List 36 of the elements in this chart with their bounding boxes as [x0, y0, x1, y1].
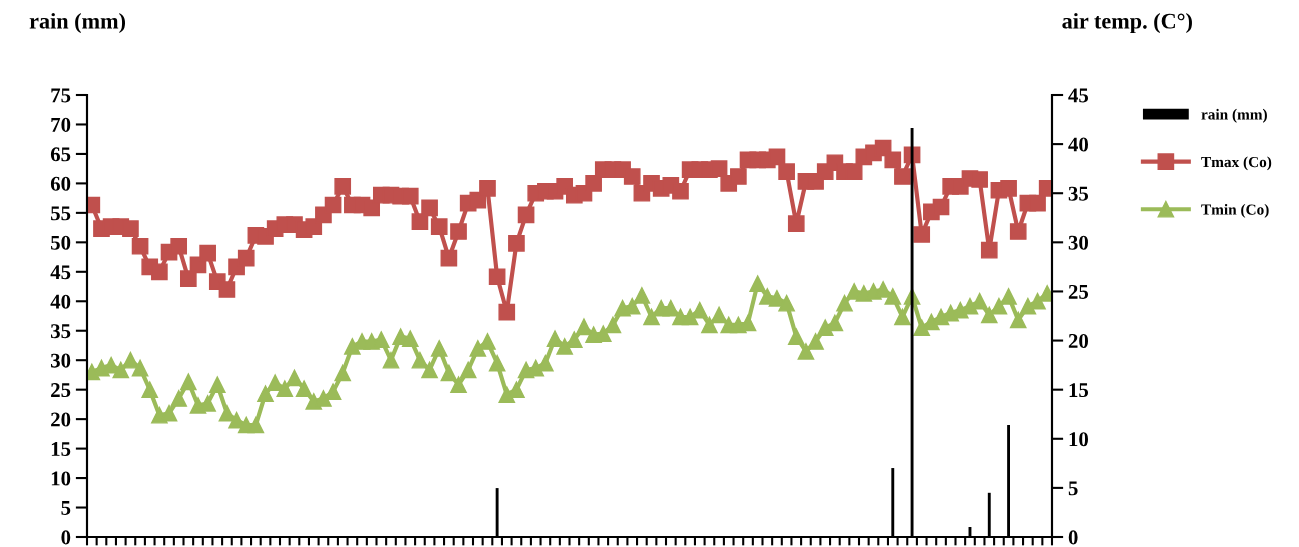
- y2-tick-label: 25: [1068, 284, 1089, 299]
- y-tick-label: 30: [50, 353, 71, 368]
- y-tick-label: 35: [50, 324, 71, 339]
- y-tick-label: 50: [51, 235, 71, 250]
- y-tick-label: 45: [50, 265, 71, 280]
- y-tick-label: 20: [51, 412, 71, 427]
- y2-tick-label: 15: [1069, 383, 1089, 398]
- bar: [910, 128, 914, 537]
- legend-label: Tmax (Co): [1201, 156, 1272, 171]
- y-tick-label: 25: [51, 383, 71, 398]
- bar: [1007, 425, 1011, 537]
- y-axis-title: rain (mm): [29, 12, 126, 34]
- bar: [891, 468, 895, 537]
- y2-tick-label: 30: [1068, 235, 1089, 250]
- y2-tick-label: 5: [1068, 481, 1078, 496]
- y-tick-label: 0: [61, 530, 71, 545]
- y2-tick-label: 45: [1068, 88, 1089, 103]
- bar: [495, 488, 499, 537]
- y2-tick-label: 10: [1069, 432, 1089, 447]
- y2-tick-label: 35: [1068, 186, 1089, 201]
- y-tick-label: 5: [61, 501, 71, 515]
- y-tick-label: 60: [50, 176, 71, 191]
- y-tick-label: 55: [51, 206, 71, 221]
- y-tick-label: 70: [51, 117, 71, 132]
- y2-tick-label: 20: [1068, 333, 1089, 348]
- y2-tick-label: 40: [1068, 137, 1089, 152]
- y-tick-label: 10: [51, 471, 71, 486]
- y-tick-label: 65: [50, 147, 71, 162]
- legend-label: Tmin (Co): [1201, 203, 1269, 218]
- y-tick-label: 40: [50, 294, 71, 309]
- y2-axis-title: air temp. (C°): [1062, 12, 1192, 34]
- bar: [987, 492, 991, 537]
- y-tick-label: 15: [51, 442, 71, 457]
- y2-tick-label: 0: [1068, 530, 1078, 545]
- y-tick-label: 75: [51, 88, 71, 103]
- legend-label: rain (mm): [1201, 108, 1267, 123]
